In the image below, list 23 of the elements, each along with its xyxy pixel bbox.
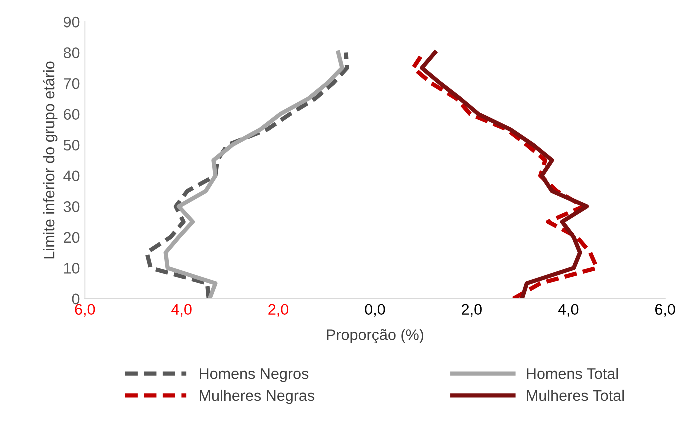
x-tick-label: 6,0 [75,304,96,317]
y-tick-label: 50 [64,140,80,151]
x-tick-label: 6,0 [655,304,676,317]
y-tick-label: 10 [64,263,80,274]
y-tick-label: 20 [64,232,80,244]
y-tick-label: 60 [64,109,80,120]
x-tick-label: 2,0 [268,304,289,317]
y-tick-label: 40 [64,170,80,182]
y-tick-label: 70 [64,78,80,90]
y-tick-label: 0 [72,294,80,305]
y-axis-title: Limite inferior do grupo etário [43,62,58,259]
legend-label: Homens Negros [200,368,309,382]
legend-label: Homens Total [527,368,618,380]
y-tick-label: 80 [64,48,80,58]
y-tick-label: 90 [64,16,80,28]
x-tick-label: 4,0 [172,304,192,317]
x-tick-label: 2,0 [462,304,482,317]
legend-label: Mulheres Total [527,390,624,402]
x-tick-label: 4,0 [558,304,579,317]
x-axis-title: Proporção (%) [327,329,424,344]
y-tick-label: 30 [64,202,80,212]
legend-label: Mulheres Negras [200,390,315,404]
x-tick-label: 0,0 [365,304,386,317]
